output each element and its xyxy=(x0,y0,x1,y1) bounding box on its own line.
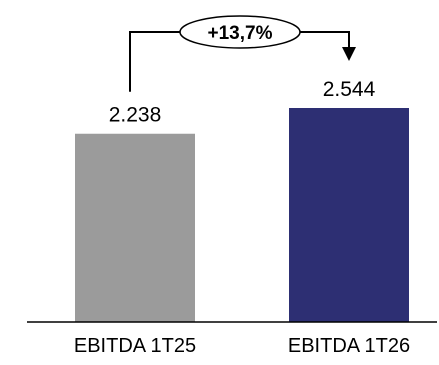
bar-value-label-1: 2.238 xyxy=(109,104,162,127)
bars-layer xyxy=(75,108,409,322)
bar-1 xyxy=(75,133,195,322)
arrowhead-icon xyxy=(342,47,356,61)
growth-annotation: +13,7% xyxy=(129,15,356,92)
category-label-1: EBITDA 1T25 xyxy=(74,335,196,357)
value-labels-layer: 2.238 2.544 xyxy=(109,78,376,127)
growth-percentage-label: +13,7% xyxy=(208,23,273,44)
bar-2 xyxy=(289,108,409,322)
growth-badge-ellipse xyxy=(179,15,301,49)
category-label-2: EBITDA 1T26 xyxy=(288,335,410,357)
bar-value-label-2: 2.544 xyxy=(323,78,376,101)
category-labels-layer: EBITDA 1T25 EBITDA 1T26 xyxy=(74,335,410,357)
